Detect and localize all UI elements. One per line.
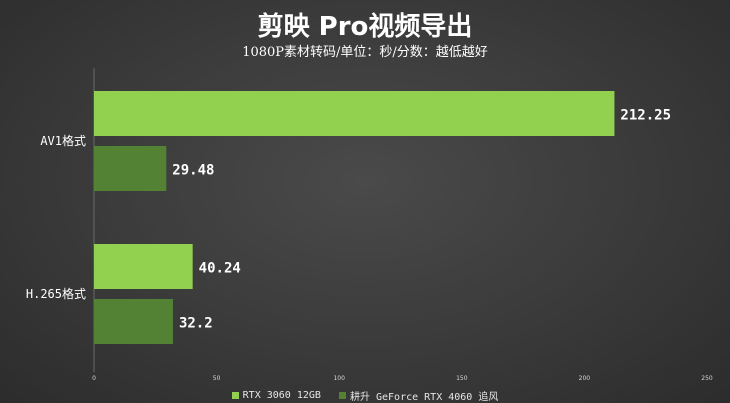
legend-swatch-series-1: [231, 392, 239, 399]
legend-swatch-series-2: [338, 392, 346, 399]
bar-2-2: [94, 299, 173, 344]
x-tick-label-4: 200: [579, 375, 591, 382]
bar-1-1: [94, 91, 615, 136]
chart-title: 剪映 Pro视频导出: [257, 12, 473, 42]
bar-2-1: [94, 146, 167, 191]
legend-label-series-1: RTX 3060 12GB: [242, 390, 321, 401]
legend-item-series-2: 耕升 GeForce RTX 4060 追风: [338, 388, 499, 403]
data-label-2-2: 32.2: [179, 316, 213, 332]
data-label-2-1: 29.48: [172, 163, 214, 179]
category-label-2: H.265格式: [26, 286, 86, 301]
bar-1-2: [94, 244, 193, 289]
legend: RTX 3060 12GB 耕升 GeForce RTX 4060 追风: [0, 388, 730, 403]
data-label-1-1: 212.25: [620, 108, 671, 124]
category-label-1: AV1格式: [40, 133, 86, 148]
x-tick-label-5: 250: [701, 375, 713, 382]
x-tick-label-0: 0: [92, 375, 96, 382]
x-tick-label-2: 100: [333, 375, 345, 382]
x-tick-label-1: 50: [213, 375, 221, 382]
legend-item-series-1: RTX 3060 12GB: [231, 390, 321, 401]
x-tick-label-3: 150: [456, 375, 468, 382]
legend-label-series-2: 耕升 GeForce RTX 4060 追风: [349, 392, 499, 403]
chart-subtitle: 1080P素材转码/单位：秒/分数：越低越好: [242, 45, 488, 60]
data-label-1-2: 40.24: [199, 261, 241, 277]
